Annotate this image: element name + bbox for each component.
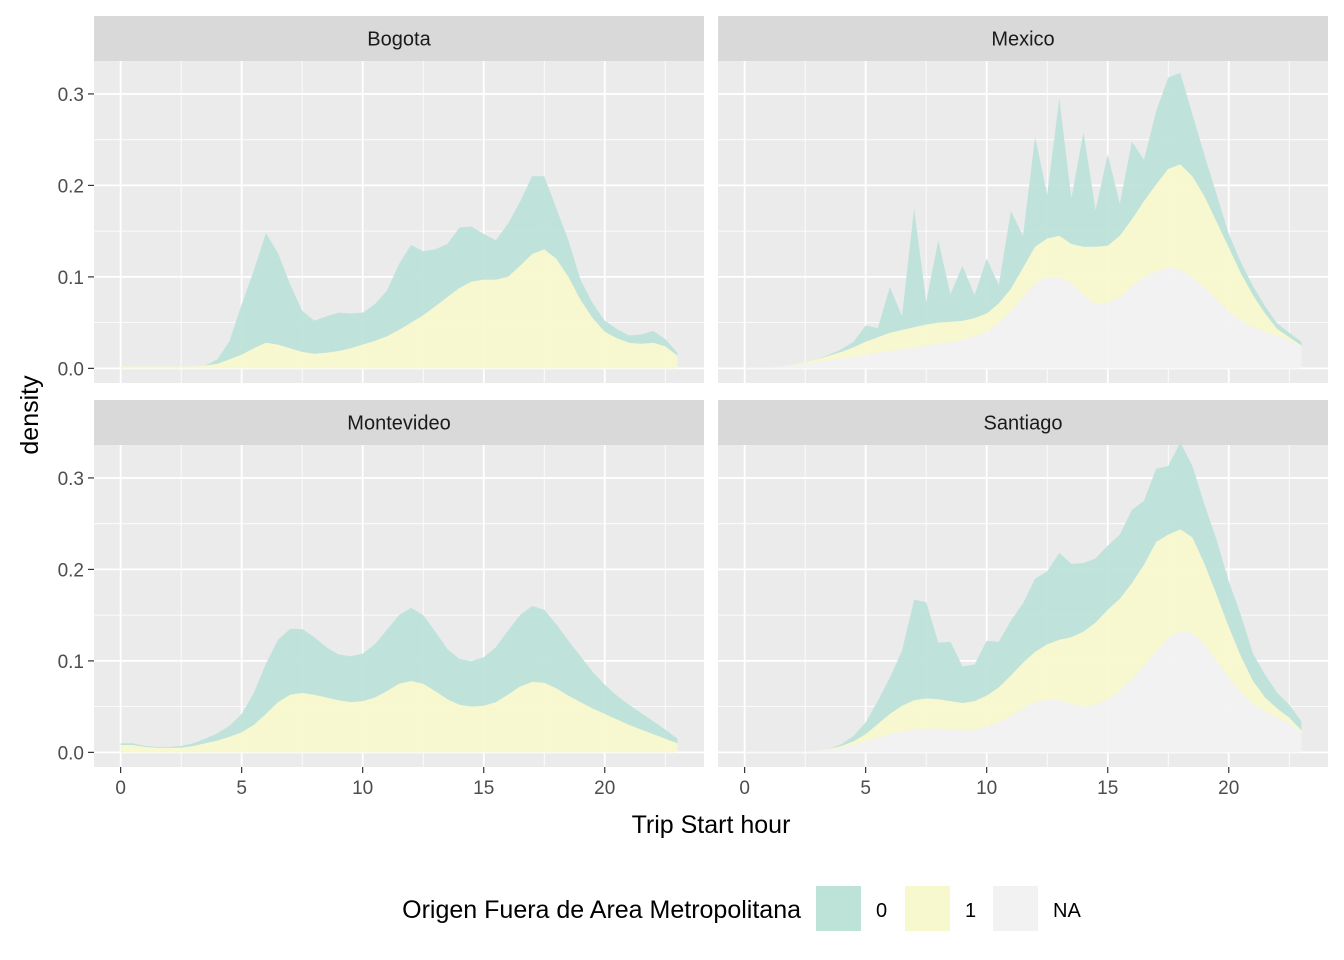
y-tick-label: 0.0 <box>58 743 84 764</box>
y-tick-label: 0.2 <box>58 560 84 581</box>
x-tick-label: 20 <box>594 778 615 799</box>
y-tick-label: 0.1 <box>58 652 84 673</box>
facet-mexico: Mexico <box>718 16 1328 383</box>
facet-strip <box>718 400 1328 445</box>
y-tick-label: 0.3 <box>58 85 84 106</box>
area-series-1 <box>120 681 678 753</box>
y-axis-title: density <box>16 375 44 455</box>
facet-strip <box>94 400 704 445</box>
x-tick-label: 15 <box>473 778 494 799</box>
facet-strip-label: Montevideo <box>347 413 450 435</box>
facet-strip-label: Santiago <box>984 413 1063 435</box>
y-tick-label: 0.3 <box>58 469 84 490</box>
x-axis-title: Trip Start hour <box>632 811 791 839</box>
legend-label: 1 <box>965 900 976 922</box>
area-series-1 <box>744 164 1302 368</box>
area-series-na <box>744 267 1302 369</box>
facet-strip <box>718 16 1328 61</box>
legend: Origen Fuera de Area Metropolitana 0 1 NA <box>402 886 1081 931</box>
y-tick-label: 0.1 <box>58 268 84 289</box>
x-tick-label: 0 <box>739 778 750 799</box>
area-series-1 <box>120 249 678 369</box>
area-series-0 <box>744 442 1302 752</box>
area-series-0 <box>744 72 1302 368</box>
y-tick-label: 0.0 <box>58 359 84 380</box>
facet-strip-label: Bogota <box>367 29 431 51</box>
x-tick-label: 10 <box>352 778 373 799</box>
x-tick-label: 15 <box>1097 778 1118 799</box>
legend-keys: 0 1 NA <box>816 886 1081 931</box>
legend-key-0 <box>816 886 861 931</box>
x-tick-label: 0 <box>115 778 126 799</box>
facet-santiago: Santiago 0 5 10 15 20 <box>718 400 1328 799</box>
facet-strip-label: Mexico <box>991 29 1054 51</box>
x-tick-label: 5 <box>860 778 871 799</box>
legend-title: Origen Fuera de Area Metropolitana <box>402 896 801 924</box>
area-series-na <box>744 630 1302 753</box>
x-tick-label: 10 <box>976 778 997 799</box>
area-series-0 <box>120 176 678 367</box>
facet-strip <box>94 16 704 61</box>
x-tick-label: 5 <box>236 778 247 799</box>
legend-key-na <box>993 886 1038 931</box>
area-series-0 <box>120 606 678 748</box>
y-tick-label: 0.2 <box>58 176 84 197</box>
facet-bogota: Bogota 0.0 0.1 0.2 0.3 <box>58 16 704 383</box>
legend-key-1 <box>905 886 950 931</box>
legend-label: 0 <box>876 900 887 922</box>
x-tick-label: 20 <box>1218 778 1239 799</box>
facet-panels: Bogota 0.0 0.1 0.2 0.3 Mexico Montevideo 0.0 0.1… <box>58 16 1328 799</box>
area-series-1 <box>744 529 1302 752</box>
legend-label: NA <box>1053 900 1081 922</box>
facet-montevideo: Montevideo 0.0 0.1 0.2 0.3 0 5 10 15 20 <box>58 400 704 799</box>
